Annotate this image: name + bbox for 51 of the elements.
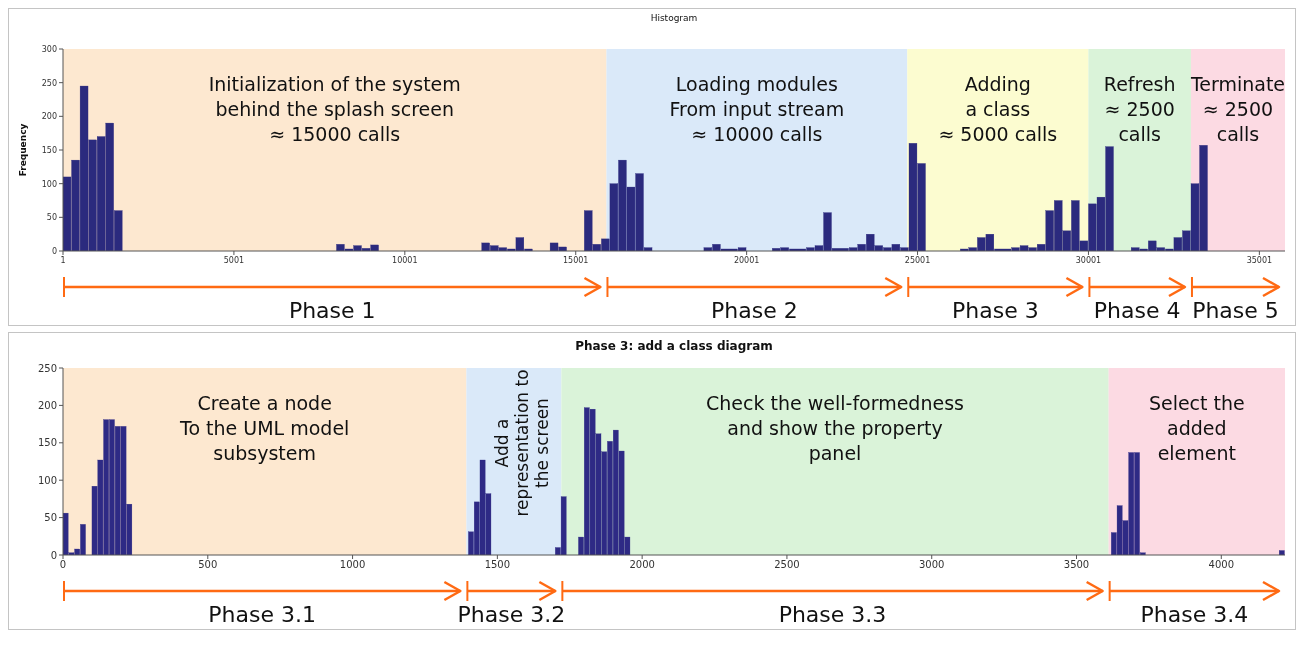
x-tick-label: 5001 bbox=[223, 255, 245, 265]
text: Phase 3.4 bbox=[1140, 602, 1249, 627]
x-tick-label: 30001 bbox=[1075, 255, 1102, 265]
x-tick-label: 1 bbox=[60, 255, 66, 265]
x-tick-label: 500 bbox=[198, 559, 218, 571]
band-label: Add a representation to the screen bbox=[491, 369, 552, 517]
y-tick-label: 250 bbox=[41, 78, 57, 88]
y-tick-label: 150 bbox=[41, 145, 57, 155]
y-tick-label: 50 bbox=[44, 512, 57, 524]
chart-title: Histogram bbox=[649, 13, 699, 23]
x-tick-label: 3000 bbox=[918, 559, 945, 571]
chart-title: Phase 3: add a class diagram bbox=[574, 339, 774, 353]
band-label: Create a node To the UML model subsystem bbox=[179, 392, 350, 464]
y-tick-label: 200 bbox=[41, 112, 57, 122]
band-label: Select the added element bbox=[1148, 392, 1245, 464]
band-label: Initialization of the system behind the splash screen ≈ 15000 calls bbox=[208, 73, 461, 145]
band-label: Loading modules From input stream ≈ 10000 calls bbox=[669, 73, 845, 145]
x-tick-label: 3500 bbox=[1063, 559, 1090, 571]
band-label: Adding a class ≈ 5000 calls bbox=[938, 73, 1058, 145]
x-tick-label: 15001 bbox=[563, 255, 589, 265]
y-axis-title: Frequency bbox=[18, 123, 29, 177]
text: Phase 2 bbox=[711, 298, 798, 323]
x-tick-label: 2500 bbox=[774, 559, 800, 571]
y-tick-label: 50 bbox=[46, 213, 57, 223]
x-tick-label: 1500 bbox=[484, 559, 511, 571]
text: Phase 3.2 bbox=[457, 602, 566, 627]
text: Phase 4 bbox=[1093, 298, 1181, 323]
y-tick-label: 150 bbox=[37, 437, 57, 449]
text: Phase 3.3 bbox=[778, 602, 887, 627]
y-tick-label: 100 bbox=[37, 474, 57, 486]
x-tick-label: 25001 bbox=[904, 255, 931, 265]
text: Phase 1 bbox=[288, 298, 376, 323]
x-tick-label: 4000 bbox=[1208, 559, 1235, 571]
x-tick-label: 20001 bbox=[733, 255, 760, 265]
y-tick-label: 0 bbox=[50, 549, 57, 561]
x-tick-label: 2000 bbox=[629, 559, 655, 571]
y-tick-label: 200 bbox=[37, 399, 57, 411]
y-tick-label: 0 bbox=[51, 246, 57, 256]
band-label: Refresh ≈ 2500 calls bbox=[1103, 73, 1176, 145]
x-tick-label: 0 bbox=[59, 559, 67, 571]
x-tick-label: 35001 bbox=[1246, 255, 1273, 265]
y-tick-label: 300 bbox=[41, 44, 57, 54]
band-label: Terminate ≈ 2500 calls bbox=[1189, 73, 1286, 145]
text: Phase 3 bbox=[951, 298, 1039, 323]
y-tick-label: 250 bbox=[37, 362, 57, 374]
text: Phase 3.1 bbox=[208, 602, 317, 627]
x-tick-label: 10001 bbox=[392, 255, 418, 265]
y-tick-label: 100 bbox=[41, 179, 57, 189]
band-label: Check the well-formedness and show the property panel bbox=[706, 392, 964, 464]
x-tick-label: 1000 bbox=[339, 559, 366, 571]
text: Phase 5 bbox=[1192, 298, 1279, 323]
